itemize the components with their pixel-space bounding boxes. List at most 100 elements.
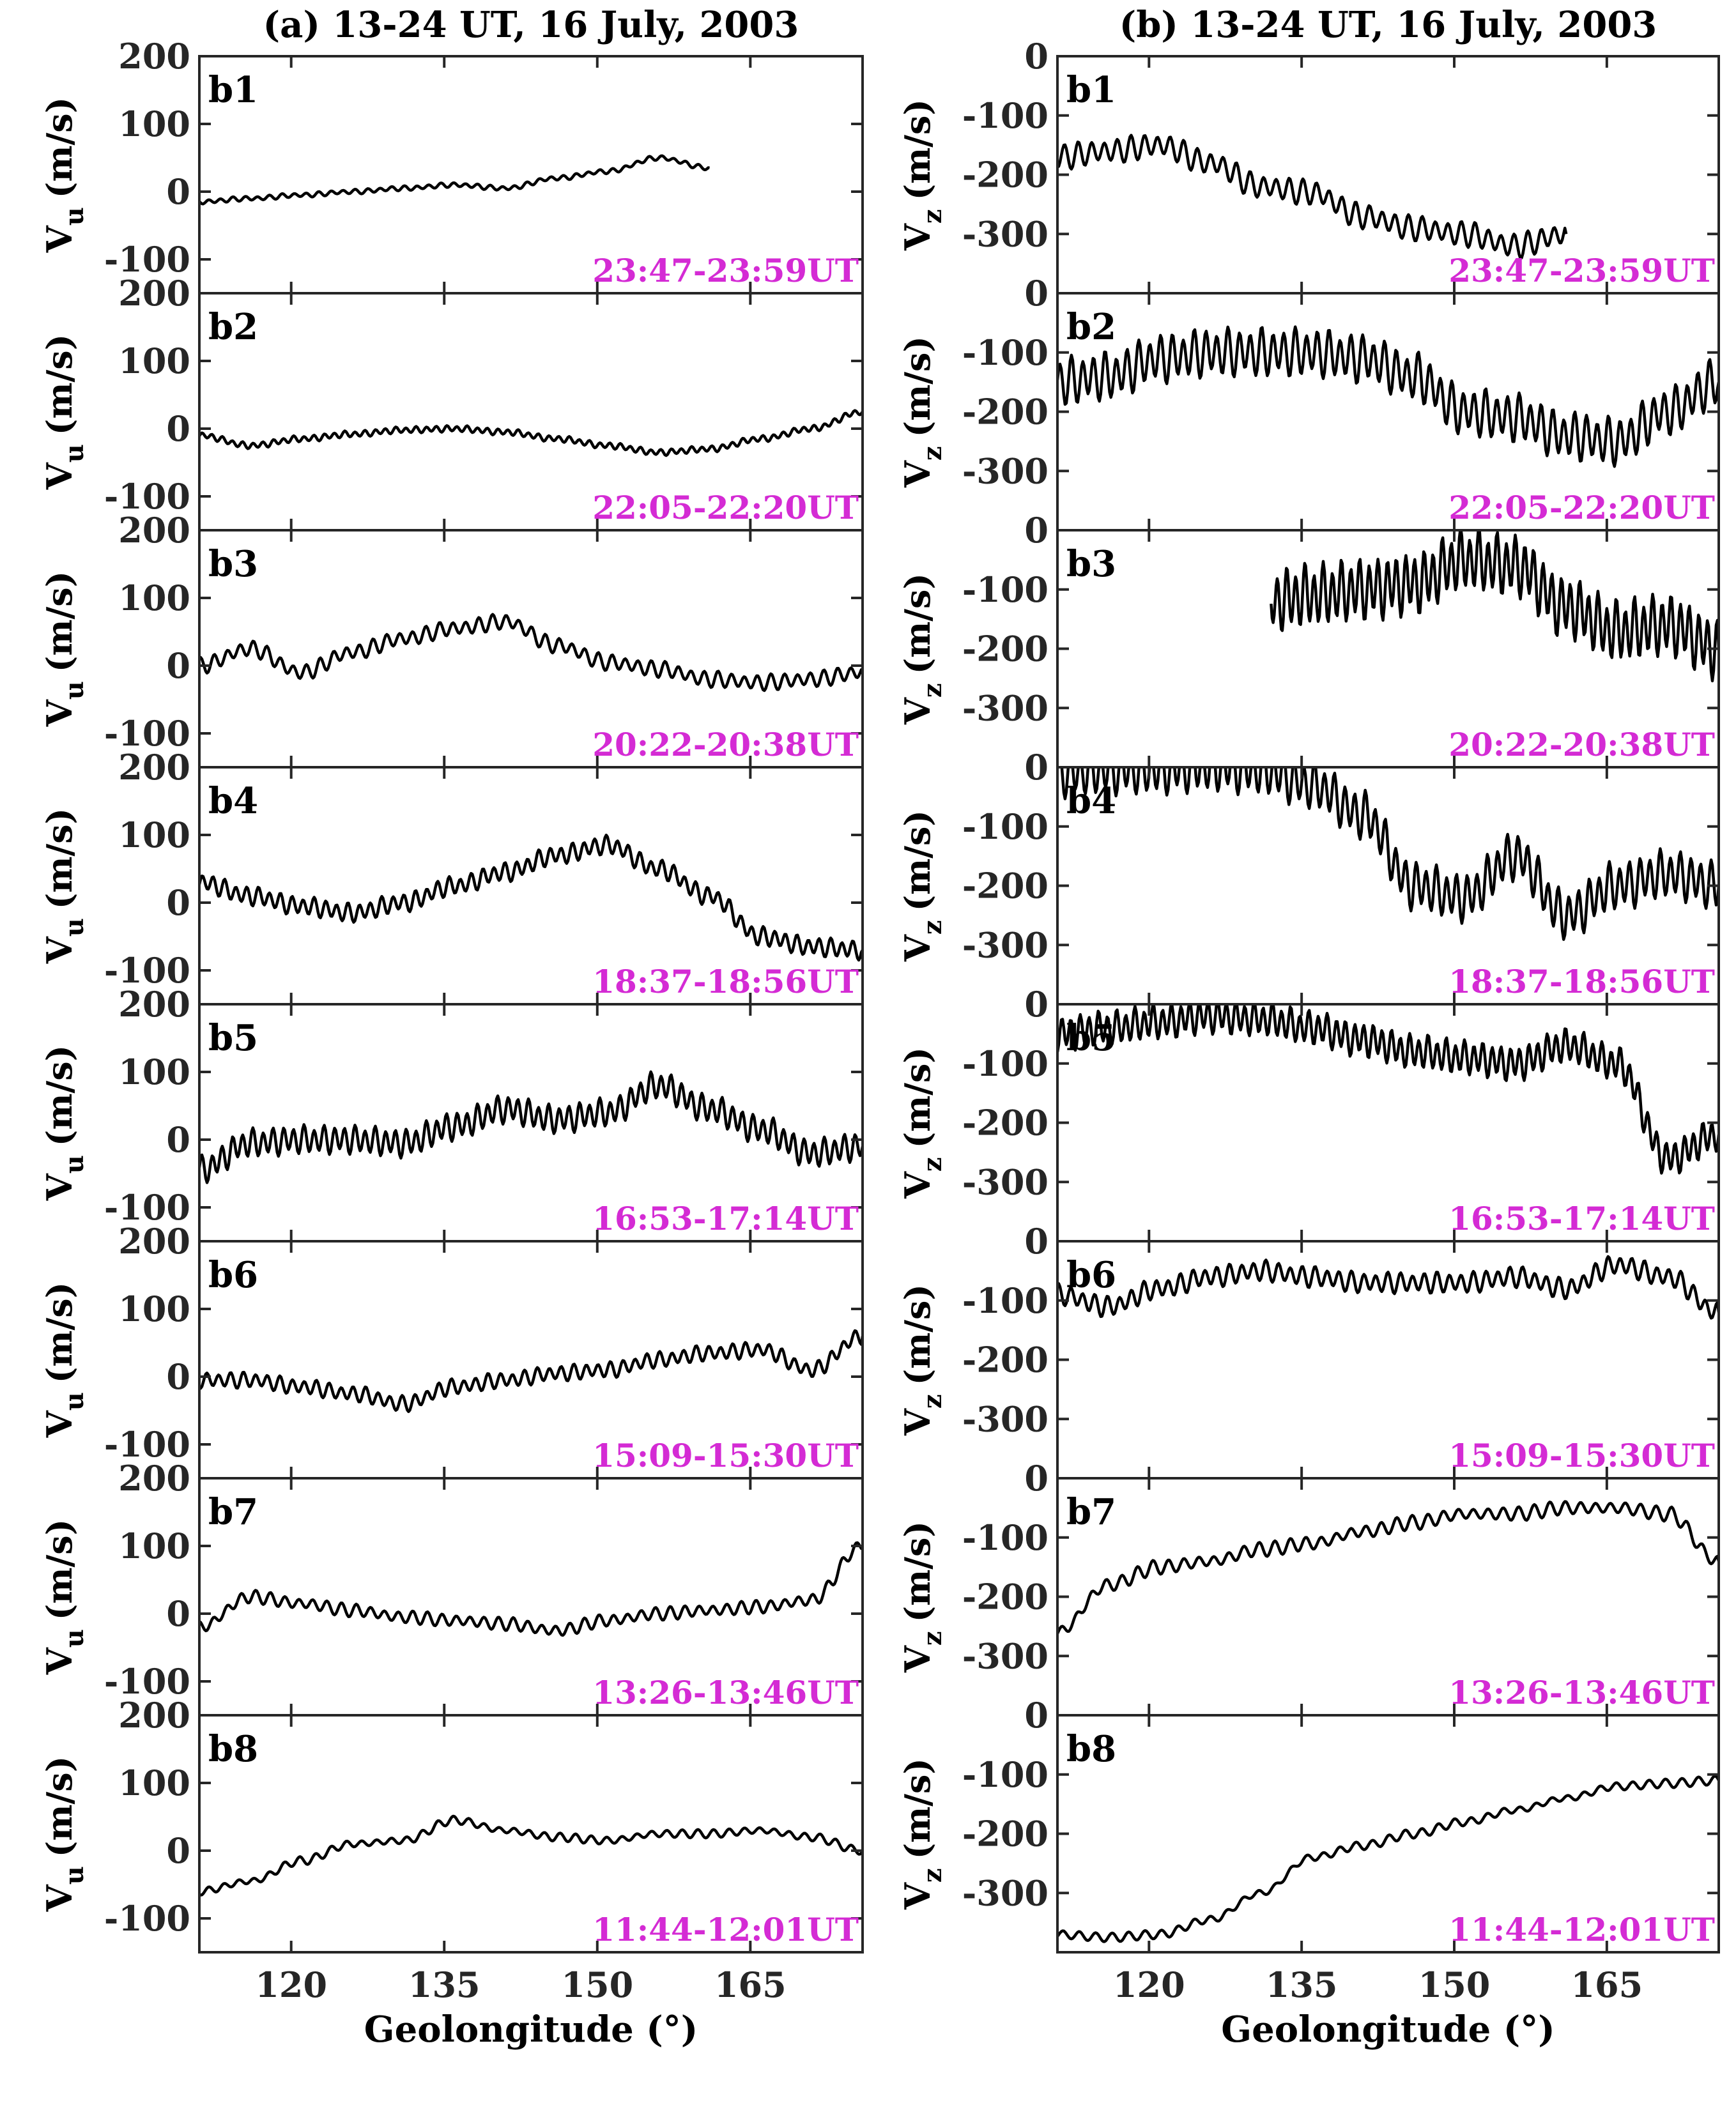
y-tick-label: 0 bbox=[1024, 1695, 1049, 1736]
time-range-label: 20:22-20:38UT bbox=[592, 726, 859, 763]
data-line-b3 bbox=[1270, 530, 1719, 683]
y-axis-label-sub: z bbox=[918, 446, 948, 461]
y-tick-label: 0 bbox=[166, 1356, 190, 1397]
y-tick-label: -100 bbox=[104, 1661, 190, 1702]
y-tick-label: 200 bbox=[118, 747, 190, 788]
y-axis-label-main: V bbox=[897, 1645, 938, 1673]
y-tick-label: -100 bbox=[962, 1280, 1049, 1321]
panel-b-b5: 0 -100 -200 -300 b5 16:53-17:14UT Vz (m/s) bbox=[897, 984, 1720, 1243]
y-axis-label-main: V bbox=[897, 460, 938, 488]
y-axis-label: Vz (m/s) bbox=[897, 99, 948, 251]
y-axis-label-unit: (m/s) bbox=[897, 1284, 938, 1385]
panel-label: b1 bbox=[208, 69, 258, 111]
y-axis-label-main: V bbox=[39, 1647, 80, 1675]
panel-a-b5: 200 100 0 -100 b5 16:53-17:14UT Vu (m/s) bbox=[39, 984, 864, 1243]
y-axis-label-sub: u bbox=[59, 681, 89, 700]
data-line-b1 bbox=[199, 154, 710, 206]
data-line-b6 bbox=[1057, 1255, 1719, 1320]
y-tick-label: 200 bbox=[118, 1221, 190, 1262]
y-axis-label-unit: (m/s) bbox=[39, 571, 80, 672]
time-range-label: 11:44-12:01UT bbox=[1448, 1911, 1715, 1948]
data-line-b7 bbox=[199, 1541, 863, 1637]
y-axis-label-unit: (m/s) bbox=[897, 99, 938, 200]
x-tick-label: 135 bbox=[408, 1964, 480, 2005]
x-tick-label: 165 bbox=[714, 1964, 787, 2005]
y-tick-label: -100 bbox=[104, 476, 190, 517]
x-axis-label: Geolongitude (°) bbox=[1221, 2008, 1555, 2051]
time-range-label: 20:22-20:38UT bbox=[1448, 726, 1715, 763]
panel-label: b6 bbox=[1066, 1254, 1116, 1296]
panel-label: b4 bbox=[208, 780, 258, 822]
y-tick-label: 0 bbox=[166, 1593, 190, 1634]
panel-a-b2: 200 100 0 -100 b2 22:05-22:20UT Vu (m/s) bbox=[39, 273, 864, 531]
panel-a-b1: 200 100 0 -100 b1 23:47-23:59UT Vu (m/s) bbox=[39, 36, 864, 294]
column-title: (a) 13-24 UT, 16 July, 2003 bbox=[263, 4, 799, 46]
y-axis-label-sub: u bbox=[59, 444, 89, 463]
y-axis-label-sub: u bbox=[59, 1629, 89, 1648]
y-axis-label: Vu (m/s) bbox=[39, 571, 89, 727]
y-axis-label: Vu (m/s) bbox=[39, 808, 89, 964]
panel-b-b4: 0 -100 -200 -300 b4 18:37-18:56UT Vz (m/s) bbox=[897, 747, 1720, 1006]
y-tick-label: -200 bbox=[962, 1103, 1049, 1143]
panel-label: b8 bbox=[208, 1728, 258, 1770]
y-tick-label: -200 bbox=[962, 155, 1049, 195]
y-tick-label: 0 bbox=[1024, 273, 1049, 314]
column-b: (b) 13-24 UT, 16 July, 2003 0 -100 -200 -300… bbox=[897, 4, 1720, 2051]
panel-a-b6: 200 100 0 -100 b6 15:09-15:30UT Vu (m/s) bbox=[39, 1221, 864, 1480]
y-tick-label: 100 bbox=[118, 1052, 190, 1092]
panel-b-b2: 0 -100 -200 -300 b2 22:05-22:20UT Vz (m/s) bbox=[897, 273, 1720, 531]
time-range-label: 18:37-18:56UT bbox=[592, 963, 859, 1000]
y-tick-label: 0 bbox=[166, 171, 190, 212]
data-line-b6 bbox=[199, 1329, 863, 1413]
panel-b-b7: 0 -100 -200 -300 b7 13:26-13:46UT Vz (m/s) bbox=[897, 1458, 1720, 1717]
x-tick-label: 135 bbox=[1266, 1964, 1338, 2005]
data-line-b8 bbox=[199, 1814, 863, 1897]
y-tick-label: -300 bbox=[962, 687, 1049, 728]
y-tick-label: -100 bbox=[104, 239, 190, 280]
y-tick-label: 0 bbox=[1024, 1458, 1049, 1499]
y-tick-label: 200 bbox=[118, 273, 190, 314]
y-tick-label: 0 bbox=[1024, 510, 1049, 551]
y-tick-label: -100 bbox=[962, 95, 1049, 136]
y-tick-label: -200 bbox=[962, 392, 1049, 432]
panel-label: b1 bbox=[1066, 69, 1116, 111]
panel-frame bbox=[198, 1714, 864, 1954]
panel-label: b7 bbox=[1066, 1491, 1116, 1533]
y-axis-label-unit: (m/s) bbox=[897, 1758, 938, 1859]
y-tick-label: 0 bbox=[166, 1830, 190, 1871]
y-axis-label-sub: u bbox=[59, 918, 89, 937]
data-line-b1 bbox=[1057, 134, 1568, 260]
y-axis-label-main: V bbox=[39, 462, 80, 490]
y-tick-label: -200 bbox=[962, 1814, 1049, 1854]
y-axis-label: Vz (m/s) bbox=[897, 1521, 948, 1673]
data-line-b2 bbox=[1057, 325, 1719, 468]
y-axis-label: Vz (m/s) bbox=[897, 573, 948, 725]
time-range-label: 22:05-22:20UT bbox=[1448, 489, 1715, 526]
y-tick-label: 100 bbox=[118, 340, 190, 381]
y-axis-label: Vz (m/s) bbox=[897, 810, 948, 962]
y-axis-label: Vz (m/s) bbox=[897, 1758, 948, 1910]
y-tick-label: 0 bbox=[166, 645, 190, 686]
y-tick-label: -100 bbox=[962, 1043, 1049, 1084]
y-axis-label-main: V bbox=[39, 1410, 80, 1438]
y-tick-label: 100 bbox=[118, 577, 190, 618]
y-tick-label: -100 bbox=[962, 332, 1049, 373]
y-axis-label: Vu (m/s) bbox=[39, 1756, 89, 1912]
y-tick-label: 200 bbox=[118, 36, 190, 77]
y-axis-label-main: V bbox=[897, 1408, 938, 1436]
y-tick-label: 0 bbox=[166, 882, 190, 923]
y-axis-label-main: V bbox=[897, 697, 938, 725]
time-range-label: 18:37-18:56UT bbox=[1448, 963, 1715, 1000]
y-axis-label: Vu (m/s) bbox=[39, 1045, 89, 1201]
panel-a-b3: 200 100 0 -100 b3 20:22-20:38UT Vu (m/s) bbox=[39, 510, 864, 769]
time-range-label: 13:26-13:46UT bbox=[1448, 1674, 1715, 1711]
x-tick-label: 150 bbox=[1418, 1964, 1491, 2005]
y-tick-label: 0 bbox=[1024, 984, 1049, 1025]
y-axis-label-unit: (m/s) bbox=[897, 1521, 938, 1622]
y-axis-label: Vz (m/s) bbox=[897, 1284, 948, 1436]
y-axis-label-main: V bbox=[897, 1882, 938, 1910]
y-tick-label: -200 bbox=[962, 866, 1049, 906]
panel-b-b8: 0 -100 -200 -300 b8 11:44-12:01UT Vz (m/s) bbox=[897, 1695, 1720, 1954]
y-axis-label-main: V bbox=[897, 223, 938, 251]
y-tick-label: -100 bbox=[962, 1754, 1049, 1795]
